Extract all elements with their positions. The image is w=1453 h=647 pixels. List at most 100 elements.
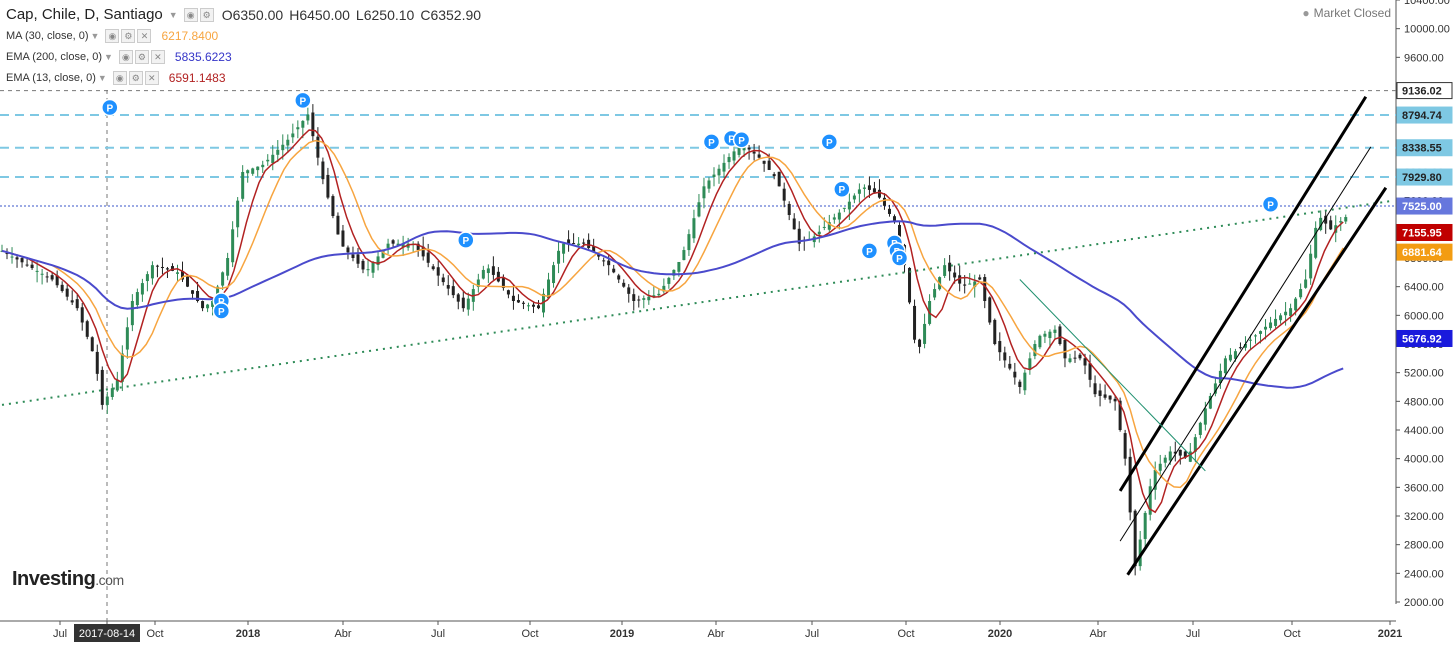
y-tick-label: 4800.00 [1404,396,1444,408]
chevron-down-icon[interactable]: ▼ [97,72,107,83]
eye-icon[interactable]: ◉ [112,70,127,85]
candle-body [958,275,962,284]
p-marker-icon [860,242,879,260]
candle-body [1028,358,1032,370]
candle-body [697,202,701,217]
x-tick-label: 2017-08-14 [79,628,135,640]
candle-body [732,151,736,161]
close-icon[interactable]: ✕ [144,70,159,85]
candle-body [857,189,861,194]
gear-icon[interactable]: ⚙ [134,49,149,64]
gear-icon[interactable]: ⚙ [121,28,136,43]
candle-body [877,189,881,198]
candle-body [887,208,891,214]
symbol-name[interactable]: Cap, Chile, D, Santiago [6,6,163,23]
x-tick-label: Oct [897,628,914,640]
candle-body [75,299,79,309]
candle-body [607,260,611,266]
eye-icon[interactable]: ◉ [183,7,198,22]
candle-body [486,268,490,274]
ohlc-high: H6450.00 [289,7,350,23]
candle-body [186,276,190,287]
indicator-label[interactable]: EMA (13, close, 0) [6,71,96,84]
eye-icon[interactable]: ◉ [105,28,120,43]
gear-icon[interactable]: ⚙ [199,7,214,22]
chevron-down-icon[interactable]: ▼ [168,9,178,20]
candle-body [963,284,967,286]
candle-body [662,285,666,292]
eye-icon[interactable]: ◉ [118,49,133,64]
candle-body [140,283,144,295]
open-value: 6350.00 [232,6,284,23]
candle-body [206,304,210,309]
price-label-box [1396,197,1453,215]
ohlc-close: C6352.90 [420,7,481,23]
gear-icon[interactable]: ⚙ [128,70,143,85]
candle-body [1068,358,1072,363]
close-value: 6352.90 [430,6,482,23]
p-marker-icon [820,133,839,151]
x-tick-label: Jul [53,628,67,640]
indicator-value: 6591.1483 [168,70,226,85]
candle-body [100,369,104,405]
candle-body [271,154,275,164]
p-markers-group: PPPPPPPPPPPPPPP [101,91,1280,320]
candle-body [120,353,124,382]
close-icon[interactable]: ✕ [150,49,165,64]
crosshair-date-box [74,624,140,642]
candle-body [536,305,540,309]
candle-body [1203,408,1207,425]
trendline-mid-channel [1119,146,1372,542]
candle-body [632,294,636,301]
candle-body [712,174,716,177]
candle-body [236,200,240,228]
candle-body [1053,329,1057,333]
candle-body [837,212,841,220]
x-tick-label: Abr [1089,628,1106,640]
candle-body [516,300,520,303]
candle-body [45,276,49,278]
close-icon[interactable]: ✕ [137,28,152,43]
p-marker-icon [212,302,231,320]
chevron-down-icon[interactable]: ▼ [90,30,100,41]
candle-body [155,265,159,267]
candle-body [1259,331,1263,334]
indicator-row-ma30: MA (30, close, 0) ▼ ◉ ⚙ ✕ 6217.8400 [6,25,481,46]
candle-body [983,277,987,301]
p-marker-label: P [826,138,833,149]
candle-body [150,265,154,279]
candle-body [10,256,14,258]
candle-body [572,243,576,245]
candle-body [481,269,485,279]
candle-body [441,277,445,283]
candle-body [577,243,581,246]
candle-body [356,254,360,264]
candle-body [476,279,480,287]
trendline-descending-resistance [1019,279,1206,472]
candle-body [602,260,606,262]
candle-body [832,217,836,220]
candle-body [296,127,300,130]
candle-body [306,114,310,121]
candle-body [923,323,927,344]
candle-body [1344,217,1348,222]
candle-body [1073,357,1077,359]
y-tick-label: 3200.00 [1404,511,1444,523]
candle-body [702,186,706,199]
candle-body [1038,335,1042,348]
candle-body [1008,363,1012,369]
indicator-label[interactable]: MA (30, close, 0) [6,29,89,42]
indicator-label[interactable]: EMA (200, close, 0) [6,50,102,63]
candle-body [752,151,756,154]
candle-body [145,274,149,282]
candle-body [50,275,54,280]
candle-body [1148,486,1152,515]
y-tick-label: 10000.00 [1404,24,1450,36]
candle-body [847,201,851,210]
p-marker-icon [294,91,312,110]
candle-body [1299,289,1303,298]
chevron-down-icon[interactable]: ▼ [104,51,113,62]
p-marker-label: P [896,254,903,265]
